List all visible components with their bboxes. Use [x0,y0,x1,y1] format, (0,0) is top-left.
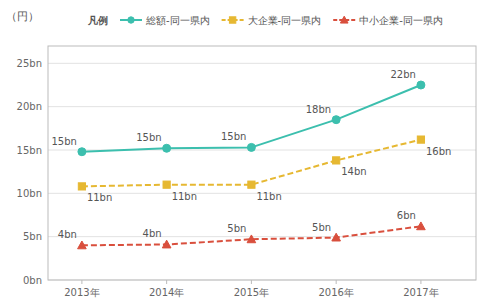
legend-label: 中小企業-同一県内 [359,15,443,26]
series-line [82,140,421,187]
legend-label: 大企業-同一県内 [248,15,322,26]
data-label: 4bn [143,228,162,239]
series-line [82,226,421,245]
data-label: 16bn [426,146,451,157]
data-label: 15bn [51,136,76,147]
grid-line [48,63,476,64]
data-label: 18bn [306,104,331,115]
data-label: 11bn [172,191,197,202]
point-marker [333,157,340,164]
point-marker [163,144,171,152]
y-tick-label: 5bn [23,231,42,242]
data-label: 22bn [390,69,415,80]
point-marker [247,235,256,243]
point-marker [163,181,170,188]
point-marker [247,143,255,151]
y-axis-label: （円） [6,10,39,23]
legend-marker [128,17,134,23]
data-labels: 15bn 15bn 15bn 18bn 22bn 11bn 11bn 11bn 14bn 16bn… [51,69,451,240]
x-tick-label: 2017年 [403,287,438,298]
data-label: 11bn [87,192,112,203]
x-tick [336,280,337,284]
plot-area [78,81,426,249]
point-marker [78,241,87,249]
point-marker [417,81,425,89]
data-label: 11bn [256,191,281,202]
x-tick-label: 2013年 [64,287,99,298]
point-marker [78,183,85,190]
y-tick-label: 0bn [23,275,42,286]
x-tick [420,280,421,284]
point-marker [162,240,171,248]
legend-marker [229,17,235,23]
x-tick [251,280,252,284]
grid-line [48,106,476,107]
x-tick-label: 2015年 [234,287,269,298]
point-marker [417,222,426,230]
y-tick-label: 10bn [17,188,42,199]
data-label: 15bn [221,131,246,142]
point-marker [248,181,255,188]
point-marker [417,136,424,143]
x-tick-label: 2016年 [318,287,353,298]
x-tick [81,280,82,284]
x-tick-label: 2014年 [149,287,184,298]
data-label: 5bn [227,223,246,234]
series-line [82,85,421,152]
x-tick [166,280,167,284]
y-tick-label: 25bn [17,58,42,69]
y-tick-label: 20bn [17,101,42,112]
data-label: 14bn [341,166,366,177]
legend-label: 総額-同一県内 [145,15,210,26]
data-label: 15bn [136,132,161,143]
data-label: 5bn [312,222,331,233]
legend: 凡例 総額-同一県内 大企業-同一県内 中小企業-同一県内 [87,15,443,26]
y-tick-label: 15bn [17,145,42,156]
data-label: 6bn [397,210,416,221]
point-marker [78,148,86,156]
data-label: 4bn [58,229,77,240]
grid-line [48,236,476,237]
point-marker [332,233,341,241]
legend-marker [340,16,348,23]
plot-frame [48,46,476,280]
chart: 0bn 5bn 10bn 15bn 20bn 25bn 2013年 2014年 2015年 201… [0,0,490,308]
point-marker [332,116,340,124]
legend-title: 凡例 [87,15,108,26]
